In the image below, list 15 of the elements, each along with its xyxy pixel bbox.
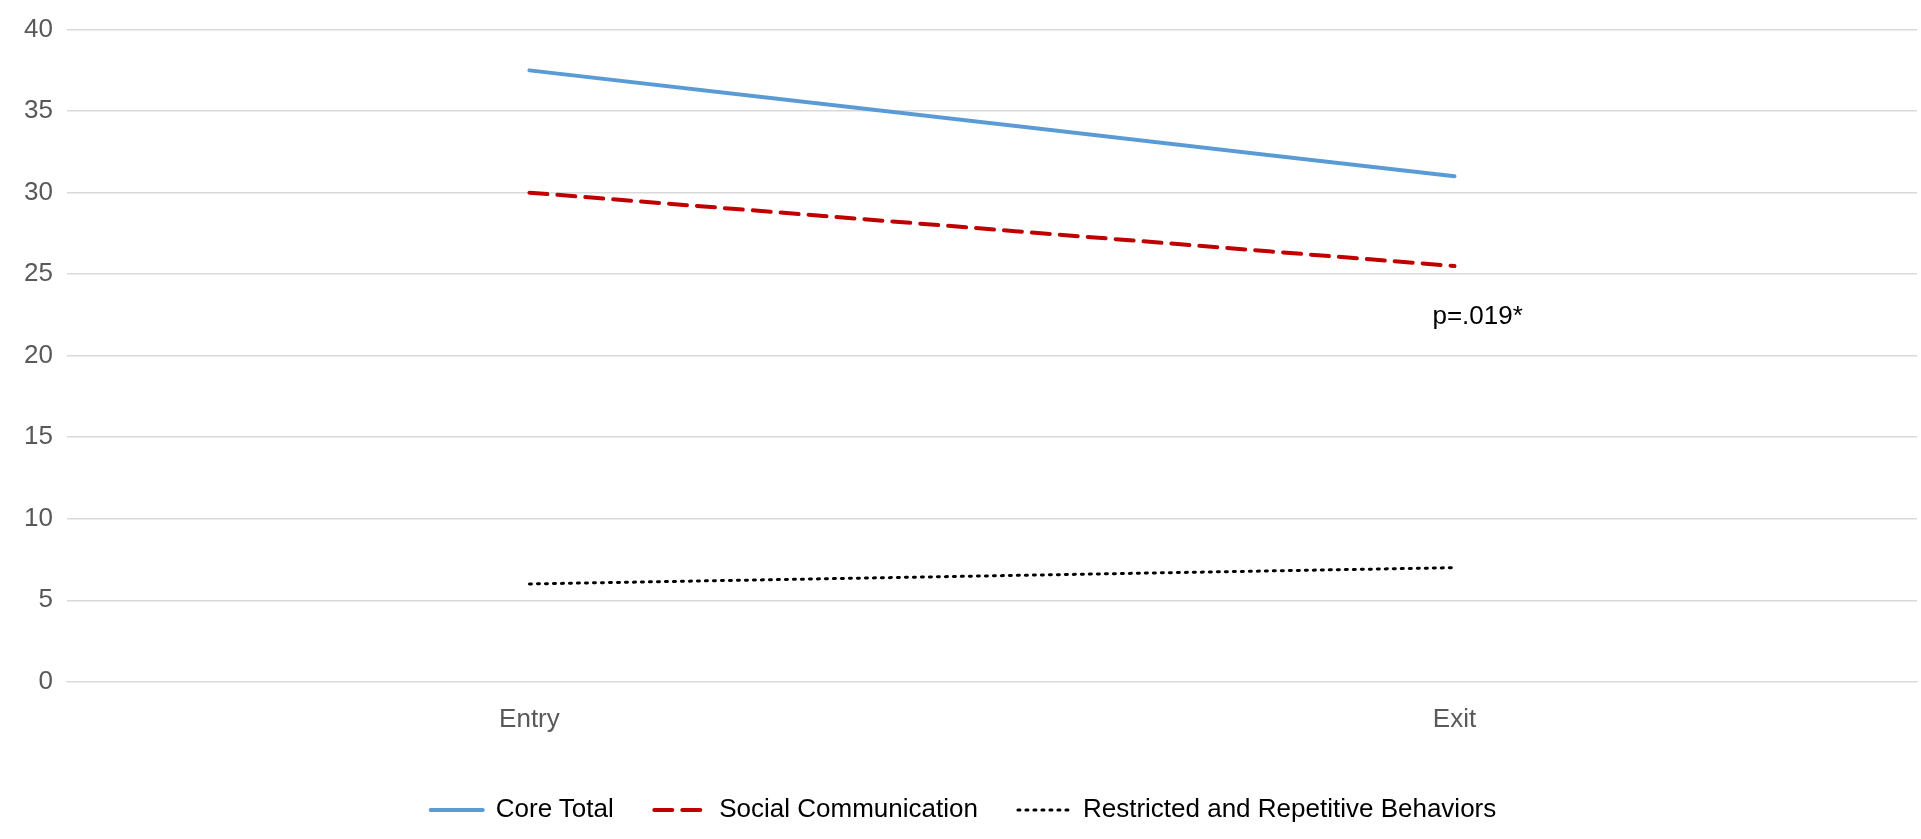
y-tick-label: 35 [24,94,53,125]
legend-label: Social Communication [719,793,978,824]
x-tick-label: Entry [499,702,560,733]
y-tick-label: 25 [24,257,53,288]
x-tick-label: Exit [1432,702,1477,733]
y-tick-label: 0 [38,664,53,695]
y-tick-label: 5 [38,583,53,614]
y-tick-label: 10 [24,501,53,532]
y-tick-label: 40 [24,12,53,43]
y-tick-label: 30 [24,175,53,206]
y-tick-label: 15 [24,420,53,451]
annotation: p=.019* [1432,299,1523,330]
y-tick-label: 20 [24,338,53,369]
legend-label: Core Total [495,793,614,824]
legend-label: Restricted and Repetitive Behaviors [1082,793,1497,824]
